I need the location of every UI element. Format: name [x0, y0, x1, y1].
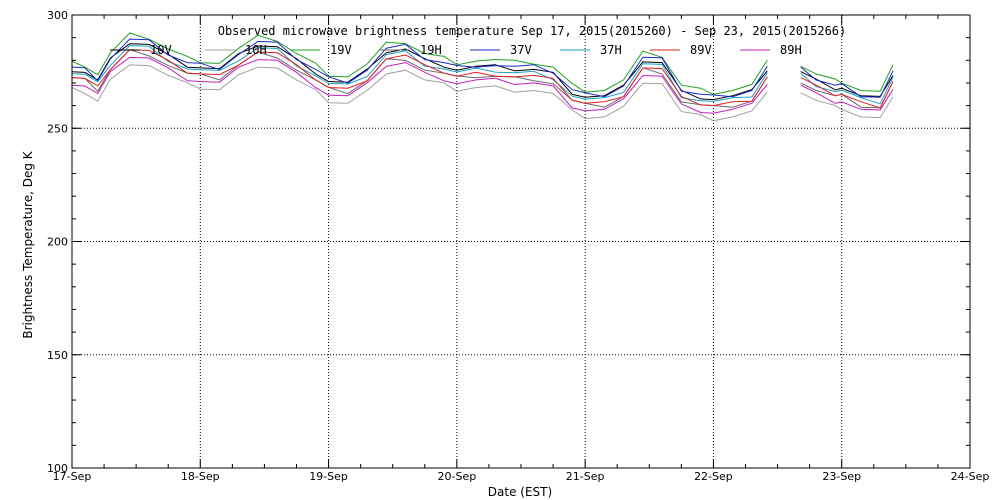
legend-label-19h: 19H — [420, 43, 442, 57]
x-tick-label: 24-Sep — [951, 470, 990, 483]
series-line-10h — [800, 92, 894, 119]
legend-label-89v: 89V — [690, 43, 712, 57]
legend-label-10h: 10H — [245, 43, 267, 57]
x-axis-label: Date (EST) — [488, 485, 552, 499]
y-tick-label: 250 — [47, 122, 68, 135]
series-line-89h — [800, 84, 894, 111]
y-tick-label: 150 — [47, 349, 68, 362]
legend: 10V 10H 19V 19H 37V 37H 89V 89H — [110, 43, 802, 57]
series-line-89v — [71, 49, 768, 107]
series-line-19v — [71, 32, 768, 95]
legend-label-19v: 19V — [330, 43, 352, 57]
axis-ticks: 100 150 200 250 300 17-Sep 18-Sep 19-Sep 20-Sep 2… — [47, 9, 989, 483]
series-line-37v — [800, 66, 894, 98]
series-line-89v — [800, 77, 894, 109]
y-tick-label: 300 — [47, 9, 68, 22]
y-tick-label: 100 — [47, 462, 68, 475]
x-tick-label: 22-Sep — [694, 470, 733, 483]
x-tick-label: 17-Sep — [53, 470, 92, 483]
series-line-10h — [71, 64, 768, 122]
series-line-37v — [71, 38, 768, 98]
series-line-19h — [71, 49, 768, 108]
y-axis-label: Brightness Temperature, Deg K — [21, 150, 35, 338]
legend-label-37v: 37V — [510, 43, 532, 57]
legend-label-10v: 10V — [150, 43, 172, 57]
series-line-10v — [71, 43, 768, 101]
x-tick-label: 18-Sep — [181, 470, 220, 483]
legend-label-37h: 37H — [600, 43, 622, 57]
x-tick-label: 19-Sep — [309, 470, 348, 483]
x-tick-label: 23-Sep — [822, 470, 861, 483]
legend-label-89h: 89H — [780, 43, 802, 57]
x-tick-label: 20-Sep — [438, 470, 477, 483]
y-tick-label: 200 — [47, 236, 68, 249]
x-tick-label: 21-Sep — [566, 470, 605, 483]
series-lines — [71, 32, 894, 122]
series-line-37h — [71, 45, 768, 102]
chart-title: Observed microwave brightness temperatur… — [218, 24, 847, 38]
series-line-89h — [71, 56, 768, 114]
plot-background — [72, 15, 970, 468]
series-line-37h — [800, 73, 894, 105]
